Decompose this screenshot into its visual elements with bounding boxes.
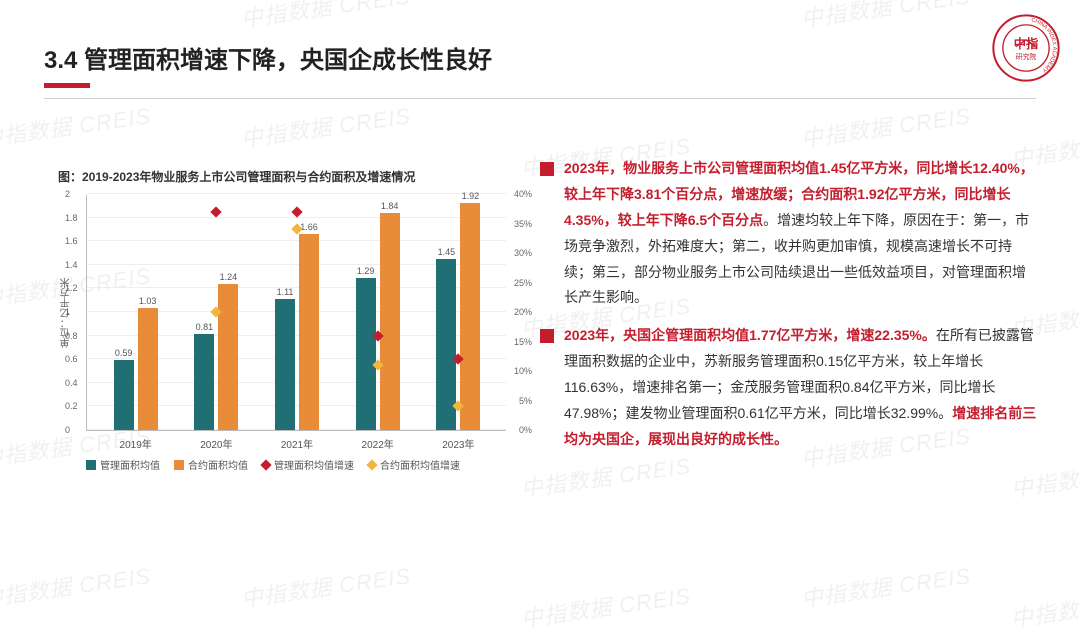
watermark: 中指数据 CREIS bbox=[0, 558, 153, 614]
watermark: 中指数据 CREIS bbox=[799, 0, 973, 34]
ytick-left: 0 bbox=[65, 425, 70, 435]
watermark: 中指数据 CREIS bbox=[239, 98, 413, 154]
ytick-left: 1.2 bbox=[65, 283, 78, 293]
ytick-right: 20% bbox=[514, 307, 532, 317]
chart-title: 图：2019-2023年物业服务上市公司管理面积与合约面积及增速情况 bbox=[58, 168, 498, 185]
chart-plot: 单位：亿平方米 00.20.40.60.811.21.41.61.820%5%1… bbox=[86, 195, 506, 431]
watermark: 中指数据 CREIS bbox=[239, 0, 413, 34]
watermark: 中指数据 CREIS bbox=[0, 98, 153, 154]
highlight-text: 2023年，央国企管理面积均值1.77亿平方米，增速22.35%。 bbox=[564, 327, 936, 343]
bullet-icon bbox=[540, 162, 554, 176]
x-category: 2023年 bbox=[426, 436, 490, 451]
bullet-icon bbox=[540, 329, 554, 343]
ytick-left: 1.8 bbox=[65, 213, 78, 223]
x-category: 2020年 bbox=[184, 436, 248, 451]
watermark: 中指数据 CREIS bbox=[239, 558, 413, 614]
chart-panel: 图：2019-2023年物业服务上市公司管理面积与合约面积及增速情况 单位：亿平… bbox=[58, 168, 498, 472]
header-divider bbox=[44, 98, 1036, 99]
chart-legend: 管理面积均值 合约面积均值 管理面积均值增速 合约面积均值增速 bbox=[86, 457, 498, 472]
page-title: 3.4 管理面积增速下降，央国企成长性良好 bbox=[44, 40, 960, 75]
ytick-right: 0% bbox=[519, 425, 532, 435]
ytick-right: 15% bbox=[514, 337, 532, 347]
legend-item: 管理面积均值 bbox=[86, 457, 160, 472]
page-header: 3.4 管理面积增速下降，央国企成长性良好 bbox=[44, 40, 960, 88]
ytick-right: 30% bbox=[514, 248, 532, 258]
paragraph-1: 2023年，物业服务上市公司管理面积均值1.45亿平方米，同比增长12.40%，… bbox=[540, 156, 1038, 311]
legend-item: 合约面积均值增速 bbox=[368, 457, 460, 472]
ytick-right: 10% bbox=[514, 366, 532, 376]
logo-badge: CHINA INDEX ACADEMY 中指 研究院 bbox=[992, 14, 1060, 82]
watermark: 中指数据 CREIS bbox=[799, 558, 973, 614]
watermark: 中指数据 CREIS bbox=[519, 578, 693, 634]
ytick-left: 1.6 bbox=[65, 236, 78, 246]
ytick-left: 0.4 bbox=[65, 378, 78, 388]
x-category: 2022年 bbox=[346, 436, 410, 451]
ytick-left: 0.2 bbox=[65, 401, 78, 411]
ytick-left: 1.4 bbox=[65, 260, 78, 270]
watermark: 中指数据 CREIS bbox=[799, 98, 973, 154]
x-category: 2019年 bbox=[104, 436, 168, 451]
ytick-right: 25% bbox=[514, 278, 532, 288]
ytick-right: 5% bbox=[519, 396, 532, 406]
paragraph-2: 2023年，央国企管理面积均值1.77亿平方米，增速22.35%。在所有已披露管… bbox=[540, 323, 1038, 452]
x-category: 2021年 bbox=[265, 436, 329, 451]
legend-item: 管理面积均值增速 bbox=[262, 457, 354, 472]
ytick-right: 40% bbox=[514, 189, 532, 199]
svg-text:中指: 中指 bbox=[1014, 36, 1038, 51]
ytick-right: 35% bbox=[514, 219, 532, 229]
ytick-left: 0.8 bbox=[65, 331, 78, 341]
ytick-left: 1 bbox=[65, 307, 70, 317]
body-text: 2023年，物业服务上市公司管理面积均值1.45亿平方米，同比增长12.40%，… bbox=[540, 156, 1038, 465]
legend-item: 合约面积均值 bbox=[174, 457, 248, 472]
svg-text:研究院: 研究院 bbox=[1016, 52, 1037, 61]
ytick-left: 0.6 bbox=[65, 354, 78, 364]
watermark: 中指数据 CREIS bbox=[1009, 578, 1080, 634]
title-accent-bar bbox=[44, 83, 90, 88]
ytick-left: 2 bbox=[65, 189, 70, 199]
